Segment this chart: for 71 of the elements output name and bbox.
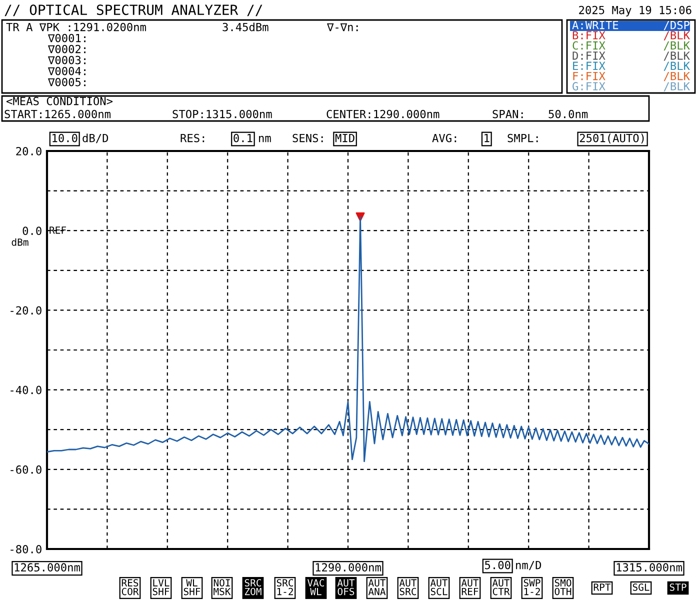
text: SGL xyxy=(632,583,650,591)
text: AUT ANA xyxy=(368,579,386,596)
text: ∇0005: xyxy=(48,78,86,86)
text: ∇0004: xyxy=(48,66,86,76)
text: 2501(AUTO) xyxy=(580,134,644,144)
text: 1 xyxy=(484,134,490,142)
text: SENS: xyxy=(292,134,323,142)
text: RES COR xyxy=(122,579,139,596)
text: ∇-∇n: xyxy=(326,23,358,32)
text: AUT OFS xyxy=(337,579,355,596)
text: AUT REF xyxy=(461,579,479,596)
text: LVL SHF xyxy=(152,579,170,596)
text: SMO OTH xyxy=(554,579,572,596)
text: STP xyxy=(670,583,686,591)
text: /BLK xyxy=(664,62,690,71)
text: AUT SCL xyxy=(430,579,448,596)
text: /DSP xyxy=(664,20,690,30)
y-tick-label: 20.0 xyxy=(16,147,42,156)
y-tick-label: 0.0 xyxy=(22,226,42,236)
text: VAC WL xyxy=(307,579,324,596)
x-tick-label: 1290.000nm xyxy=(316,563,381,572)
text: D:FIX xyxy=(572,52,606,60)
text: nm/D xyxy=(516,560,542,570)
text: CENTER:1290.000nm xyxy=(326,110,440,118)
chart-title: // OPTICAL SPECTRUM ANALYZER // xyxy=(4,4,262,16)
text: C:FIX xyxy=(572,41,606,50)
text: ∇0002: xyxy=(48,44,86,54)
text: 3.45dBm xyxy=(222,22,268,32)
text: B:FIX xyxy=(572,31,606,40)
y-tick-label: -80.0 xyxy=(10,545,42,554)
text: 5.00 xyxy=(485,560,510,570)
text: ∇0001: xyxy=(48,34,86,42)
text: NOI MSK xyxy=(214,579,231,596)
text: AUT SRC xyxy=(399,579,417,596)
text: SRC 1-2 xyxy=(276,579,294,596)
text: SWP 1-2 xyxy=(524,579,540,596)
text: MID xyxy=(335,134,354,142)
x-tick-label: 1265.000nm xyxy=(14,563,80,572)
x-tick-label: 1315.000nm xyxy=(616,563,682,572)
text: RPT xyxy=(594,584,611,591)
text: 0.1 xyxy=(234,134,252,142)
text: START:1265.000nm xyxy=(4,110,110,118)
text: SRC ZOM xyxy=(244,579,262,596)
text: 2025 May 19 15:06 xyxy=(579,6,692,16)
text: F:FIX xyxy=(573,72,606,80)
text: E:FIX xyxy=(573,62,606,70)
text: STOP:1315.000nm xyxy=(172,110,272,118)
text: ∇0003: xyxy=(48,56,86,64)
text: SPAN: xyxy=(492,110,523,118)
text: RES: xyxy=(180,134,204,142)
text: AVG: xyxy=(432,134,456,142)
text: AUT CTR xyxy=(492,579,510,596)
y-tick-label: -60.0 xyxy=(10,465,42,474)
text: A:WRITE xyxy=(572,20,618,30)
text: /BLK xyxy=(664,82,690,92)
text: dBm xyxy=(12,238,28,246)
text: dB/D xyxy=(82,134,108,144)
text: nm xyxy=(259,136,271,142)
text: /BLK xyxy=(664,41,690,51)
text: <MEAS CONDITION> xyxy=(6,96,113,106)
text: SMPL: xyxy=(508,134,538,142)
text: /BLK xyxy=(664,52,690,61)
text: /BLK xyxy=(664,31,690,40)
text: 10.0 xyxy=(52,134,78,142)
text: /BLK xyxy=(664,72,690,82)
text: WL SHF xyxy=(184,579,200,596)
text: 50.0nm xyxy=(548,110,588,118)
y-tick-label: -20.0 xyxy=(10,306,42,315)
text: G:FIX xyxy=(572,82,606,90)
text: TR A ∇PK :1291.0200nm xyxy=(6,22,146,32)
y-tick-label: -40.0 xyxy=(10,386,42,394)
